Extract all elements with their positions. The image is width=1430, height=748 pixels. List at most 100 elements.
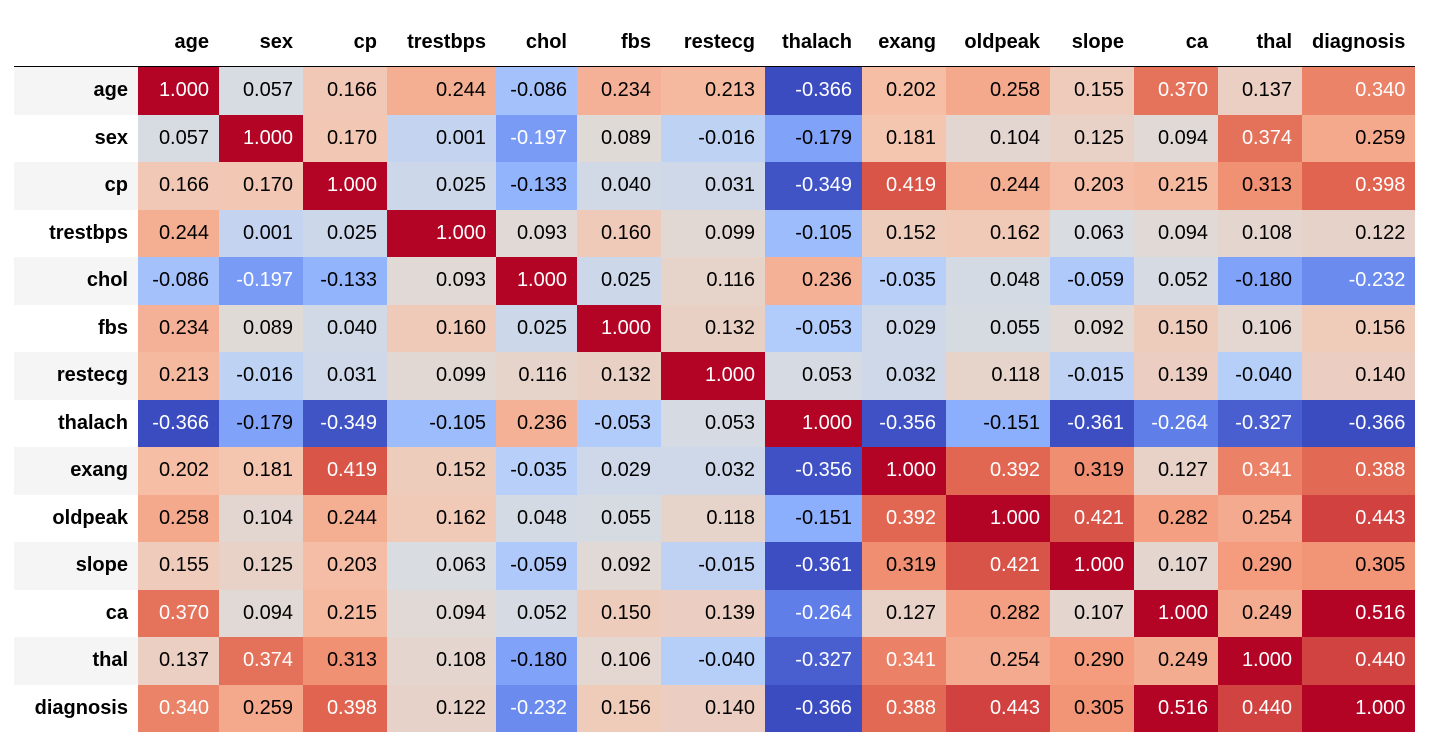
heatmap-cell: 0.282 xyxy=(946,589,1050,637)
heatmap-cell: 1.000 xyxy=(496,257,577,305)
heatmap-cell: 0.048 xyxy=(946,257,1050,305)
heatmap-cell: 0.025 xyxy=(577,257,661,305)
heatmap-cell: 0.160 xyxy=(387,304,496,352)
heatmap-cell: 0.166 xyxy=(138,162,219,210)
heatmap-cell: 0.374 xyxy=(219,637,303,685)
heatmap-cell: 0.213 xyxy=(138,352,219,400)
heatmap-cell: 0.440 xyxy=(1302,637,1416,685)
heatmap-cell: 0.132 xyxy=(577,352,661,400)
heatmap-cell: -0.356 xyxy=(862,399,946,447)
heatmap-cell: 0.341 xyxy=(1218,447,1302,495)
heatmap-cell: -0.366 xyxy=(138,399,219,447)
heatmap-cell: 0.106 xyxy=(577,637,661,685)
heatmap-cell: 0.094 xyxy=(387,589,496,637)
heatmap-cell: 0.162 xyxy=(387,494,496,542)
heatmap-cell: 0.313 xyxy=(1218,162,1302,210)
heatmap-cell: 0.031 xyxy=(303,352,387,400)
column-header: ca xyxy=(1134,19,1218,67)
heatmap-cell: 0.244 xyxy=(138,209,219,257)
heatmap-cell: 0.137 xyxy=(1218,66,1302,115)
heatmap-cell: 0.152 xyxy=(862,209,946,257)
heatmap-cell: 0.108 xyxy=(387,637,496,685)
matrix-row: chol -0.086 -0.197 -0.133 0.093 1.000 0.025 0.1… xyxy=(14,257,1416,305)
heatmap-cell: 0.166 xyxy=(303,66,387,115)
row-header: ca xyxy=(14,589,138,637)
heatmap-cell: -0.264 xyxy=(765,589,862,637)
heatmap-cell: 0.215 xyxy=(303,589,387,637)
heatmap-cell: 0.398 xyxy=(1302,162,1416,210)
heatmap-cell: 0.132 xyxy=(661,304,765,352)
heatmap-cell: 0.025 xyxy=(303,209,387,257)
heatmap-cell: 1.000 xyxy=(1218,637,1302,685)
heatmap-cell: -0.361 xyxy=(1050,399,1134,447)
heatmap-cell: 0.099 xyxy=(661,209,765,257)
heatmap-cell: -0.366 xyxy=(765,684,862,732)
heatmap-cell: -0.180 xyxy=(496,637,577,685)
heatmap-cell: 0.118 xyxy=(946,352,1050,400)
heatmap-cell: 0.089 xyxy=(577,114,661,162)
heatmap-cell: 0.127 xyxy=(862,589,946,637)
heatmap-cell: 0.341 xyxy=(862,637,946,685)
heatmap-cell: 0.249 xyxy=(1218,589,1302,637)
heatmap-cell: 0.155 xyxy=(138,542,219,590)
heatmap-cell: 1.000 xyxy=(946,494,1050,542)
heatmap-cell: 0.094 xyxy=(1134,209,1218,257)
heatmap-cell: 0.258 xyxy=(138,494,219,542)
heatmap-cell: -0.366 xyxy=(765,66,862,115)
heatmap-cell: -0.086 xyxy=(496,66,577,115)
heatmap-cell: 0.234 xyxy=(138,304,219,352)
heatmap-cell: 0.032 xyxy=(661,447,765,495)
heatmap-cell: 0.392 xyxy=(862,494,946,542)
heatmap-cell: -0.035 xyxy=(496,447,577,495)
heatmap-cell: 0.290 xyxy=(1218,542,1302,590)
row-header: chol xyxy=(14,257,138,305)
heatmap-cell: -0.086 xyxy=(138,257,219,305)
heatmap-cell: -0.053 xyxy=(577,399,661,447)
heatmap-cell: 1.000 xyxy=(661,352,765,400)
row-header: diagnosis xyxy=(14,684,138,732)
heatmap-cell: 1.000 xyxy=(138,66,219,115)
heatmap-cell: 0.170 xyxy=(219,162,303,210)
heatmap-cell: 0.025 xyxy=(496,304,577,352)
heatmap-cell: 0.305 xyxy=(1302,542,1416,590)
heatmap-cell: 0.244 xyxy=(946,162,1050,210)
column-header: exang xyxy=(862,19,946,67)
heatmap-cell: 0.137 xyxy=(138,637,219,685)
heatmap-cell: 0.029 xyxy=(577,447,661,495)
heatmap-cell: -0.197 xyxy=(496,114,577,162)
heatmap-cell: 0.057 xyxy=(219,66,303,115)
heatmap-cell: -0.133 xyxy=(303,257,387,305)
heatmap-cell: 0.031 xyxy=(661,162,765,210)
heatmap-cell: 0.249 xyxy=(1134,637,1218,685)
heatmap-cell: 1.000 xyxy=(1134,589,1218,637)
heatmap-cell: -0.151 xyxy=(765,494,862,542)
heatmap-cell: 0.156 xyxy=(577,684,661,732)
heatmap-cell: 0.202 xyxy=(862,66,946,115)
heatmap-cell: 1.000 xyxy=(1050,542,1134,590)
heatmap-cell: -0.356 xyxy=(765,447,862,495)
matrix-row: fbs 0.234 0.089 0.040 0.160 0.025 1.000 0.132 -0… xyxy=(14,304,1416,352)
heatmap-cell: 0.244 xyxy=(303,494,387,542)
heatmap-cell: 0.319 xyxy=(1050,447,1134,495)
correlation-matrix-table: age sex cp trestbps chol fbs restecg tha… xyxy=(14,19,1416,732)
heatmap-cell: 0.150 xyxy=(577,589,661,637)
row-header: trestbps xyxy=(14,209,138,257)
heatmap-cell: 0.203 xyxy=(303,542,387,590)
heatmap-cell: 0.160 xyxy=(577,209,661,257)
heatmap-cell: 0.234 xyxy=(577,66,661,115)
column-header-row: age sex cp trestbps chol fbs restecg tha… xyxy=(14,19,1416,67)
column-header: age xyxy=(138,19,219,67)
heatmap-cell: 0.118 xyxy=(661,494,765,542)
heatmap-cell: 0.140 xyxy=(661,684,765,732)
heatmap-cell: 1.000 xyxy=(765,399,862,447)
matrix-row: exang 0.202 0.181 0.419 0.152 -0.035 0.029 0.03… xyxy=(14,447,1416,495)
column-header: diagnosis xyxy=(1302,19,1416,67)
heatmap-cell: -0.327 xyxy=(765,637,862,685)
heatmap-cell: -0.232 xyxy=(496,684,577,732)
heatmap-cell: 1.000 xyxy=(387,209,496,257)
heatmap-cell: 0.155 xyxy=(1050,66,1134,115)
heatmap-cell: 1.000 xyxy=(577,304,661,352)
heatmap-cell: 0.057 xyxy=(138,114,219,162)
column-header: restecg xyxy=(661,19,765,67)
heatmap-cell: 0.139 xyxy=(661,589,765,637)
